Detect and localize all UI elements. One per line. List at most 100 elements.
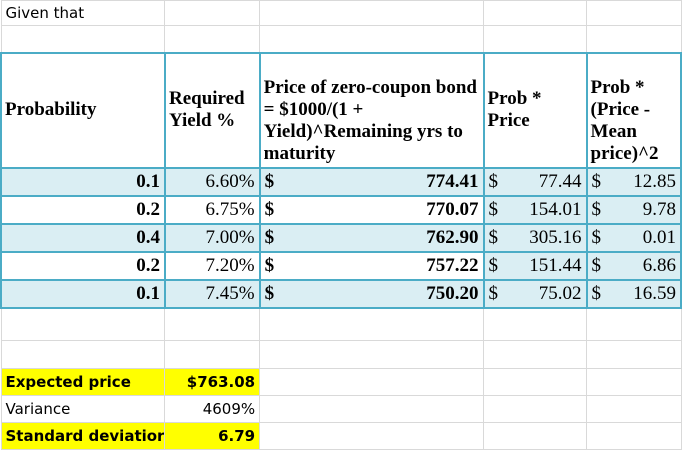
currency-symbol: $: [264, 282, 275, 304]
cell-prob-price[interactable]: $305.16: [482, 222, 588, 253]
price-value: 770.07: [426, 198, 479, 220]
cell-prob-deviation[interactable]: $0.01: [585, 222, 682, 253]
cell-yield[interactable]: 7.20%: [163, 250, 261, 281]
deviation-value: 6.86: [642, 254, 676, 276]
cell[interactable]: [586, 368, 682, 396]
cell-probability[interactable]: 0.1: [0, 166, 166, 197]
cell[interactable]: [586, 0, 682, 26]
cell-yield[interactable]: 6.75%: [163, 194, 261, 225]
cell[interactable]: [586, 395, 682, 423]
header-row: Probability Required Yield % Price of ze…: [0, 51, 682, 169]
cell[interactable]: [164, 25, 261, 53]
cell-probability[interactable]: 0.2: [0, 250, 166, 281]
cell-yield[interactable]: 7.00%: [163, 222, 261, 253]
prob-price-value: 77.44: [538, 170, 582, 192]
header-prob-deviation[interactable]: Prob * (Price - Mean price)^2: [585, 51, 682, 169]
deviation-value: 9.78: [642, 198, 676, 220]
header-prob-price[interactable]: Prob * Price: [482, 51, 588, 169]
cell-prob-price[interactable]: $151.44: [482, 250, 588, 281]
expected-price-row: Expected price $763.08: [0, 368, 682, 396]
cell-price[interactable]: $774.41: [258, 166, 485, 197]
cell-price[interactable]: $750.20: [258, 278, 485, 309]
cell[interactable]: [259, 368, 485, 396]
currency-symbol: $: [264, 254, 275, 276]
cell-prob-price[interactable]: $75.02: [482, 278, 588, 309]
currency-symbol: $: [591, 226, 602, 248]
currency-symbol: $: [591, 170, 602, 192]
currency-symbol: $: [488, 198, 499, 220]
cell[interactable]: [483, 340, 588, 369]
cell-prob-deviation[interactable]: $12.85: [585, 166, 682, 197]
cell-prob-price[interactable]: $77.44: [482, 166, 588, 197]
cell-yield[interactable]: 6.60%: [163, 166, 261, 197]
cell-probability[interactable]: 0.4: [0, 222, 166, 253]
cell[interactable]: [259, 340, 485, 369]
cell[interactable]: [259, 422, 485, 450]
cell-price[interactable]: $770.07: [258, 194, 485, 225]
currency-symbol: $: [591, 282, 602, 304]
cell-price[interactable]: $762.90: [258, 222, 485, 253]
currency-symbol: $: [488, 282, 499, 304]
table-row: 0.2 7.20% $757.22 $151.44 $6.86: [0, 250, 682, 281]
cell[interactable]: [164, 307, 261, 341]
cell-probability[interactable]: 0.1: [0, 278, 166, 309]
cell-price[interactable]: $757.22: [258, 250, 485, 281]
cell[interactable]: [483, 0, 588, 26]
prob-price-value: 151.44: [529, 254, 582, 276]
cell-yield[interactable]: 7.45%: [163, 278, 261, 309]
expected-price-value[interactable]: $763.08: [164, 368, 261, 396]
header-probability[interactable]: Probability: [0, 51, 166, 169]
variance-row: Variance 4609%: [0, 395, 682, 423]
currency-symbol: $: [264, 198, 275, 220]
cell[interactable]: [0, 340, 166, 369]
standard-deviation-label[interactable]: Standard deviatior: [0, 422, 166, 450]
cell[interactable]: [259, 25, 485, 53]
table-row: 0.2 6.75% $770.07 $154.01 $9.78: [0, 194, 682, 225]
cell[interactable]: [259, 395, 485, 423]
cell[interactable]: [0, 25, 166, 53]
cell[interactable]: [483, 307, 588, 341]
cell[interactable]: [0, 307, 166, 341]
cell-prob-deviation[interactable]: $16.59: [585, 278, 682, 309]
price-value: 757.22: [426, 254, 479, 276]
price-value: 762.90: [426, 226, 479, 248]
prob-price-value: 75.02: [538, 282, 582, 304]
price-value: 750.20: [426, 282, 479, 304]
header-price[interactable]: Price of zero-coupon bond = $1000/(1 + Y…: [258, 51, 485, 169]
variance-value[interactable]: 4609%: [164, 395, 261, 423]
cell[interactable]: [483, 25, 588, 53]
cell-prob-deviation[interactable]: $9.78: [585, 194, 682, 225]
cell[interactable]: [586, 340, 682, 369]
cell[interactable]: [483, 395, 588, 423]
deviation-value: 12.85: [633, 170, 676, 192]
table-row: 0.4 7.00% $762.90 $305.16 $0.01: [0, 222, 682, 253]
cell-prob-price[interactable]: $154.01: [482, 194, 588, 225]
cell[interactable]: [259, 0, 485, 26]
cell[interactable]: [164, 0, 261, 26]
currency-symbol: $: [488, 254, 499, 276]
cell[interactable]: [586, 422, 682, 450]
table-row: 0.1 6.60% $774.41 $77.44 $12.85: [0, 166, 682, 197]
currency-symbol: $: [488, 226, 499, 248]
cell[interactable]: [483, 368, 588, 396]
currency-symbol: $: [264, 226, 275, 248]
cell[interactable]: [586, 25, 682, 53]
currency-symbol: $: [488, 170, 499, 192]
currency-symbol: $: [591, 254, 602, 276]
price-value: 774.41: [426, 170, 479, 192]
expected-price-label[interactable]: Expected price: [0, 368, 166, 396]
cell[interactable]: [259, 307, 485, 341]
cell[interactable]: [586, 307, 682, 341]
standard-deviation-row: Standard deviatior 6.79: [0, 422, 682, 450]
cell[interactable]: [483, 422, 588, 450]
standard-deviation-value[interactable]: 6.79: [164, 422, 261, 450]
cell-probability[interactable]: 0.2: [0, 194, 166, 225]
cell[interactable]: [164, 340, 261, 369]
deviation-value: 16.59: [633, 282, 676, 304]
cell-prob-deviation[interactable]: $6.86: [585, 250, 682, 281]
variance-label[interactable]: Variance: [0, 395, 166, 423]
cell-given-that[interactable]: Given that: [0, 0, 166, 26]
currency-symbol: $: [264, 170, 275, 192]
header-required-yield[interactable]: Required Yield %: [163, 51, 261, 169]
